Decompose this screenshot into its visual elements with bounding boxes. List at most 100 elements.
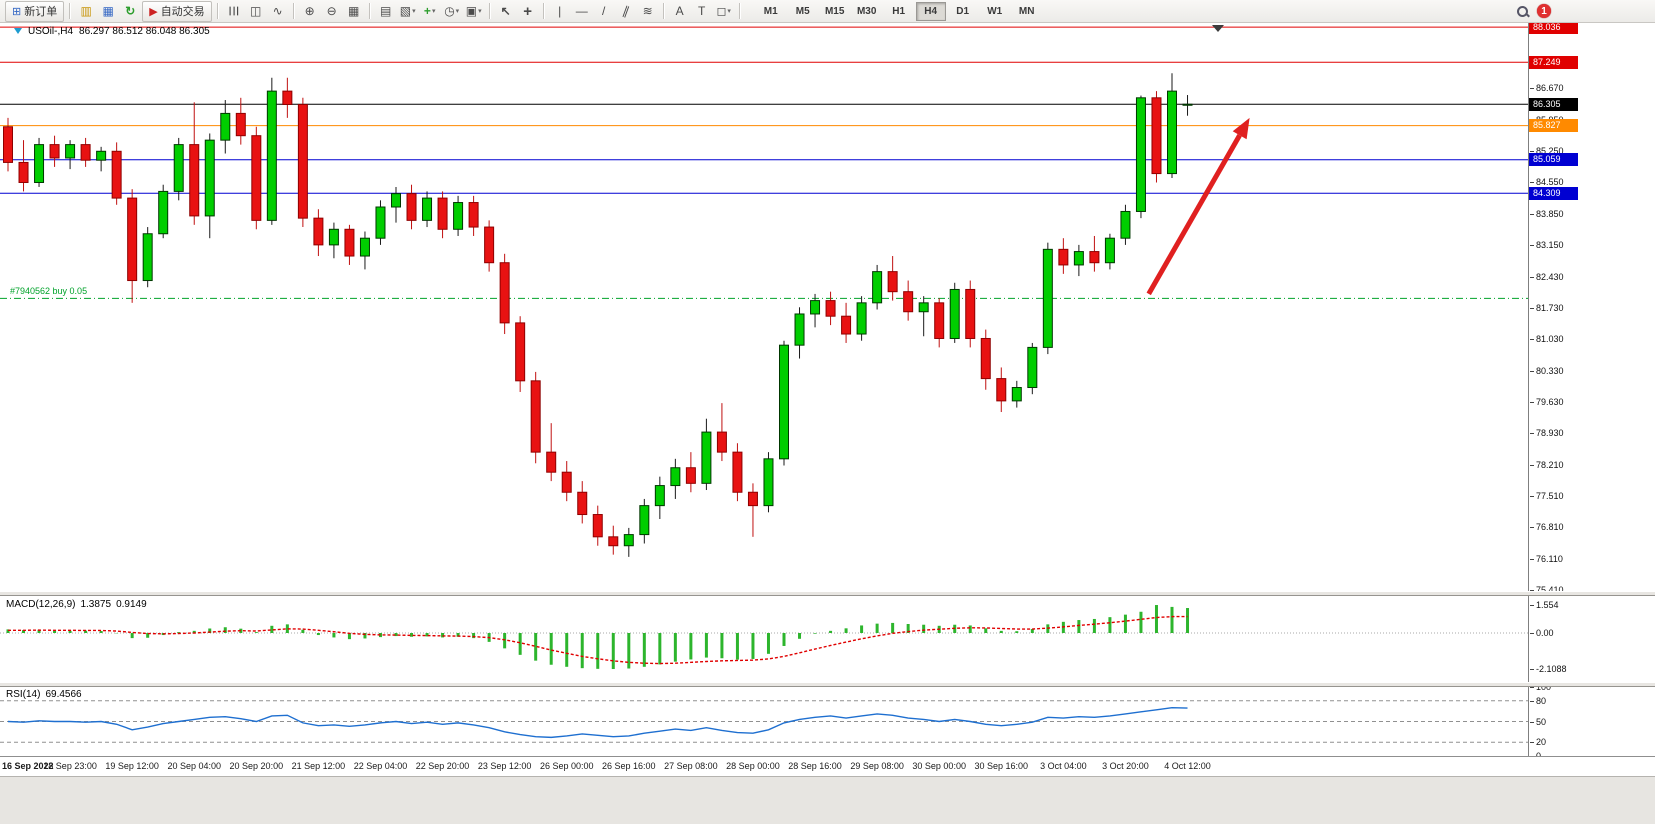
crosshair-icon[interactable]: +	[517, 1, 539, 22]
profiles-icon[interactable]: ▦	[97, 1, 119, 22]
candle-body	[1073, 251, 1084, 266]
candle-body	[949, 288, 960, 339]
line-chart-icon[interactable]: ∿	[267, 1, 289, 22]
time-label: 16 Sep 2022	[2, 761, 54, 771]
refresh-icon[interactable]: ↻	[119, 1, 141, 22]
toolbar-separator	[216, 3, 219, 19]
horizontal-line-icon-glyph: —	[575, 4, 588, 18]
timeframe-toolbar: M1 M5 M15 M30 H1 H4 D1 W1 MN	[755, 1, 1043, 21]
candle-body	[437, 197, 448, 230]
time-label: 28 Sep 16:00	[788, 761, 842, 771]
candle-body	[1089, 251, 1100, 264]
add-indicator-icon-glyph: +	[423, 4, 431, 18]
toolbar-separator	[662, 3, 665, 19]
timeframe-mn[interactable]: MN	[1018, 5, 1035, 17]
price-line-label: 86.305	[1529, 97, 1578, 111]
shapes-icon-glyph: ◻	[716, 4, 727, 18]
dropdown-caret-icon: ▾	[455, 8, 460, 15]
candle-body	[810, 300, 821, 315]
timeframe-h1[interactable]: H1	[892, 5, 906, 17]
macd-signal-value: 0.9149	[116, 599, 147, 610]
period-selector-icon-glyph: ◷	[444, 4, 455, 18]
cascade-charts-icon-glyph: ▧	[399, 4, 412, 18]
price-tick: 78.930	[1530, 427, 1564, 438]
fibonacci-icon[interactable]: ≋	[637, 1, 659, 22]
symbol-label: USOil-,H4	[28, 26, 74, 37]
candle-body	[1104, 237, 1115, 264]
macd-scale-label: -2.1088	[1530, 663, 1567, 674]
equidistant-channel-icon[interactable]: ∥	[615, 1, 637, 22]
timeframe-m15[interactable]: M15	[824, 5, 845, 17]
template-icon-glyph: ▣	[465, 4, 478, 18]
candlestick-chart-icon[interactable]: ◫	[245, 1, 267, 22]
dropdown-caret-icon: ▾	[478, 8, 482, 15]
zoom-out-icon-glyph: ⊖	[326, 4, 337, 18]
tile-windows-icon-glyph: ▦	[348, 4, 360, 18]
text-icon[interactable]: A	[669, 1, 691, 22]
zoom-out-icon[interactable]: ⊖	[321, 1, 343, 22]
candle-body	[453, 202, 464, 230]
timeframe-w1[interactable]: W1	[987, 5, 1003, 17]
price-line-label: 85.827	[1529, 119, 1578, 133]
candle-body	[1042, 248, 1053, 348]
time-label: 4 Oct 12:00	[1164, 761, 1211, 771]
candle-body	[980, 337, 991, 380]
price-axis[interactable]: 86.67085.95085.25084.55083.85083.15082.4…	[1528, 20, 1655, 761]
zoom-in-icon[interactable]: ⊕	[299, 1, 321, 22]
timeframe-d1[interactable]: D1	[956, 5, 970, 17]
candle-body	[887, 271, 898, 293]
period-selector-icon[interactable]: ◷ ▾	[441, 1, 463, 22]
collapse-indicator-icon[interactable]	[14, 28, 22, 35]
rsi-name: RSI(14)	[6, 689, 41, 700]
toolbar-separator	[488, 3, 491, 19]
vertical-line-icon[interactable]: |	[549, 1, 571, 22]
macd-signal-line	[8, 615, 1188, 665]
trend-arrow-head	[1232, 117, 1250, 140]
candle-body	[282, 90, 293, 105]
chart-shift-marker[interactable]	[1212, 25, 1224, 32]
candle-body	[747, 491, 758, 507]
trendline-icon[interactable]: /	[593, 1, 615, 22]
new-order-button[interactable]: ⊞ 新订单	[5, 0, 65, 22]
price-tick: 82.430	[1530, 271, 1564, 282]
horizontal-line-icon[interactable]: —	[571, 1, 593, 22]
new-chart-icon[interactable]: ▥	[75, 1, 97, 22]
cascade-charts-icon[interactable]: ▧ ▾	[397, 1, 419, 22]
panel-divider-macd[interactable]	[0, 591, 1655, 596]
template-icon[interactable]: ▣ ▾	[463, 1, 485, 22]
candle-body	[918, 302, 929, 313]
time-axis[interactable]: 16 Sep 2022 18 Sep 23:00 19 Sep 12:00 20 Se…	[0, 756, 1655, 776]
search-icon[interactable]	[1516, 5, 1529, 18]
cursor-icon[interactable]: ↖	[495, 1, 517, 22]
notification-badge[interactable]: 1	[1537, 4, 1551, 18]
chart-symbol-header: USOil-,H4 86.297 86.512 86.048 86.305	[14, 26, 216, 37]
candle-body	[856, 302, 867, 335]
candle-body	[422, 197, 433, 221]
auto-trading-button-icon: ▶	[149, 5, 158, 18]
toolbar-separator	[368, 3, 371, 19]
timeframe-h4[interactable]: H4	[915, 1, 946, 21]
bars-chart-icon[interactable]: ☰	[223, 1, 245, 22]
trend-arrow-line[interactable]	[1146, 133, 1242, 296]
candle-body	[716, 431, 727, 453]
text-label-icon[interactable]: T	[691, 1, 713, 22]
shapes-icon[interactable]: ◻ ▾	[713, 1, 735, 22]
candle-body	[220, 112, 231, 141]
timeframe-m5[interactable]: M5	[795, 5, 810, 17]
candle-body	[779, 344, 789, 460]
candle-body	[654, 485, 665, 507]
time-label: 26 Sep 16:00	[602, 761, 656, 771]
auto-trading-button[interactable]: ▶ 自动交易	[142, 0, 212, 22]
rsi-value: 69.4566	[45, 689, 82, 700]
timeframe-m30[interactable]: M30	[856, 5, 877, 17]
add-indicator-icon[interactable]: + ▾	[419, 1, 441, 22]
rsi-line	[7, 706, 1188, 739]
arrange-charts-icon[interactable]: ▤	[375, 1, 397, 22]
panel-divider-rsi[interactable]	[0, 682, 1655, 687]
candle-body	[375, 206, 386, 239]
candle-body	[1058, 248, 1069, 266]
timeframe-m1[interactable]: M1	[763, 5, 778, 17]
tile-windows-icon[interactable]: ▦	[343, 1, 365, 22]
zoom-in-icon-glyph: ⊕	[304, 4, 315, 18]
